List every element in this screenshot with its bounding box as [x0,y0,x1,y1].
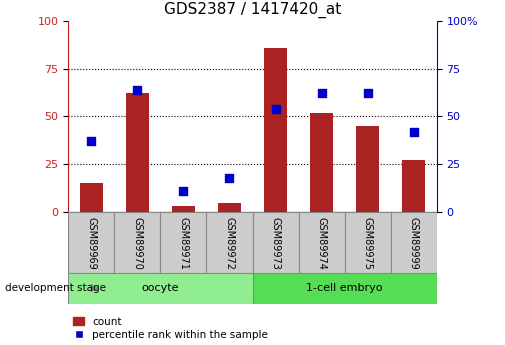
Text: GSM89975: GSM89975 [363,217,373,270]
Bar [345,212,391,273]
Bar [402,160,425,212]
Point [179,188,187,194]
Title: GDS2387 / 1417420_at: GDS2387 / 1417420_at [164,2,341,18]
Text: GSM89999: GSM89999 [409,217,419,270]
Point [318,91,326,96]
Bar [298,212,345,273]
Point [225,175,233,180]
Text: GSM89974: GSM89974 [317,217,327,270]
Bar [207,212,252,273]
Bar [252,273,437,304]
Text: GSM89970: GSM89970 [132,217,142,270]
Point [410,129,418,135]
Point [133,87,141,92]
Point [272,106,280,111]
Text: development stage: development stage [5,283,106,293]
Bar [80,184,103,212]
Text: GSM89972: GSM89972 [224,217,234,270]
Text: GSM89969: GSM89969 [86,217,96,270]
Point [87,139,95,144]
Bar [356,126,379,212]
Bar [252,212,298,273]
Bar [161,212,207,273]
Bar [172,206,195,212]
Bar [68,212,114,273]
Bar [391,212,437,273]
Text: 1-cell embryo: 1-cell embryo [307,283,383,293]
Bar [126,93,149,212]
Bar [310,112,333,212]
Bar [218,203,241,212]
Legend: count, percentile rank within the sample: count, percentile rank within the sample [73,317,268,340]
Text: oocyte: oocyte [141,283,179,293]
Point [364,91,372,96]
Bar [264,48,287,212]
Text: GSM89971: GSM89971 [178,217,188,270]
Text: GSM89973: GSM89973 [271,217,281,270]
Bar [114,212,161,273]
Bar [68,273,252,304]
